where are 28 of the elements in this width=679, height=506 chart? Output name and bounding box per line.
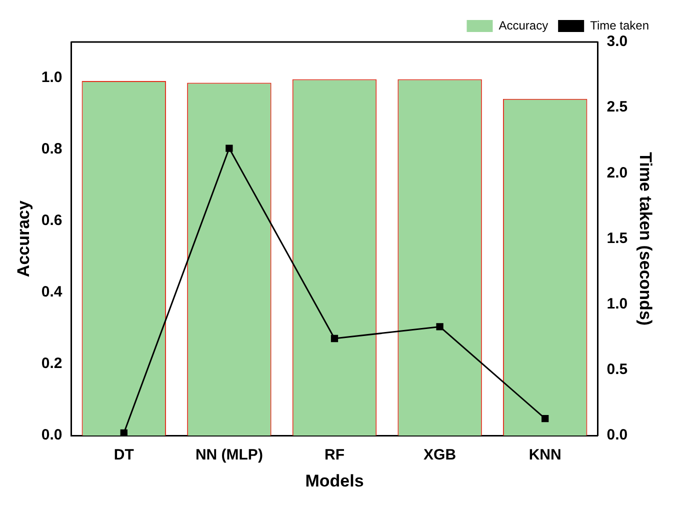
legend-label: Time taken: [590, 18, 650, 32]
y-axis-title: Accuracy: [14, 200, 33, 278]
y-tick-label: 0.2: [41, 355, 62, 372]
y2-tick-label: 0.0: [606, 426, 628, 444]
y2-tick-label: 0.5: [606, 361, 628, 378]
point: [330, 334, 338, 342]
y2-tick-label: 2.5: [606, 98, 628, 116]
point: [542, 414, 549, 422]
y-tick-label: 1.0: [41, 68, 62, 86]
y2-tick-label: 1.0: [606, 296, 628, 313]
point: [436, 323, 444, 330]
y2-axis-title: Time taken (seconds): [636, 152, 656, 326]
x-tick-label: NN (MLP): [195, 446, 263, 464]
x-tick-label: KNN: [528, 446, 562, 464]
point: [120, 429, 128, 436]
x-tick-label: RF: [324, 446, 344, 464]
y2-tick-label: 3.0: [606, 33, 628, 50]
x-axis-title: Models: [305, 471, 364, 490]
y-tick-label: 0.0: [41, 426, 62, 444]
y-tick-label: 0.6: [41, 212, 62, 230]
y2-tick-label: 1.5: [606, 230, 628, 247]
y-tick-label: 0.8: [41, 140, 62, 158]
x-tick-label: XGB: [424, 446, 456, 464]
y-tick-label: 0.4: [41, 284, 63, 301]
x-tick-label: DT: [114, 446, 134, 464]
legend-label: Accuracy: [498, 18, 548, 32]
y2-tick-label: 2.0: [606, 164, 628, 182]
point: [226, 144, 233, 152]
